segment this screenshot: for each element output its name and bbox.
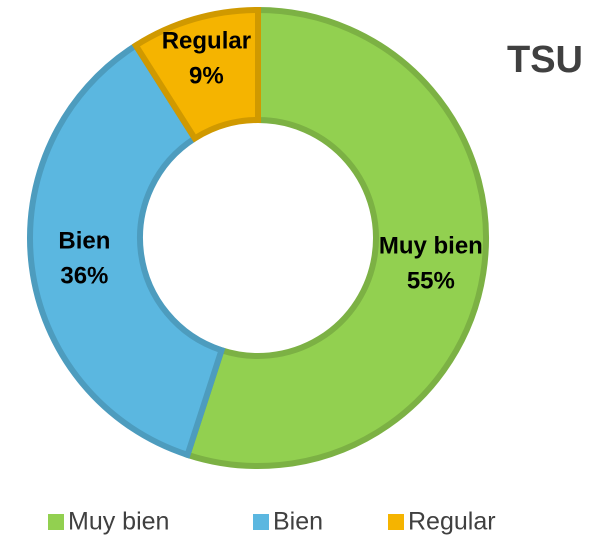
chart-title: TSU bbox=[507, 39, 583, 81]
legend-swatch bbox=[48, 514, 64, 530]
legend-swatch bbox=[253, 514, 269, 530]
donut-segment bbox=[183, 6, 489, 469]
data-label-name: Regular bbox=[162, 28, 251, 55]
legend-label: Muy bien bbox=[68, 508, 169, 536]
legend-label: Bien bbox=[273, 508, 323, 536]
data-label-name: Muy bien bbox=[379, 233, 483, 260]
legend-label: Regular bbox=[408, 508, 496, 536]
data-label-value: 9% bbox=[189, 63, 224, 90]
data-label-value: 36% bbox=[60, 262, 108, 289]
donut-segment bbox=[131, 6, 261, 143]
legend-swatch bbox=[388, 514, 404, 530]
data-label-value: 55% bbox=[407, 268, 455, 295]
donut-segment bbox=[27, 41, 226, 459]
data-label-name: Bien bbox=[58, 227, 110, 254]
